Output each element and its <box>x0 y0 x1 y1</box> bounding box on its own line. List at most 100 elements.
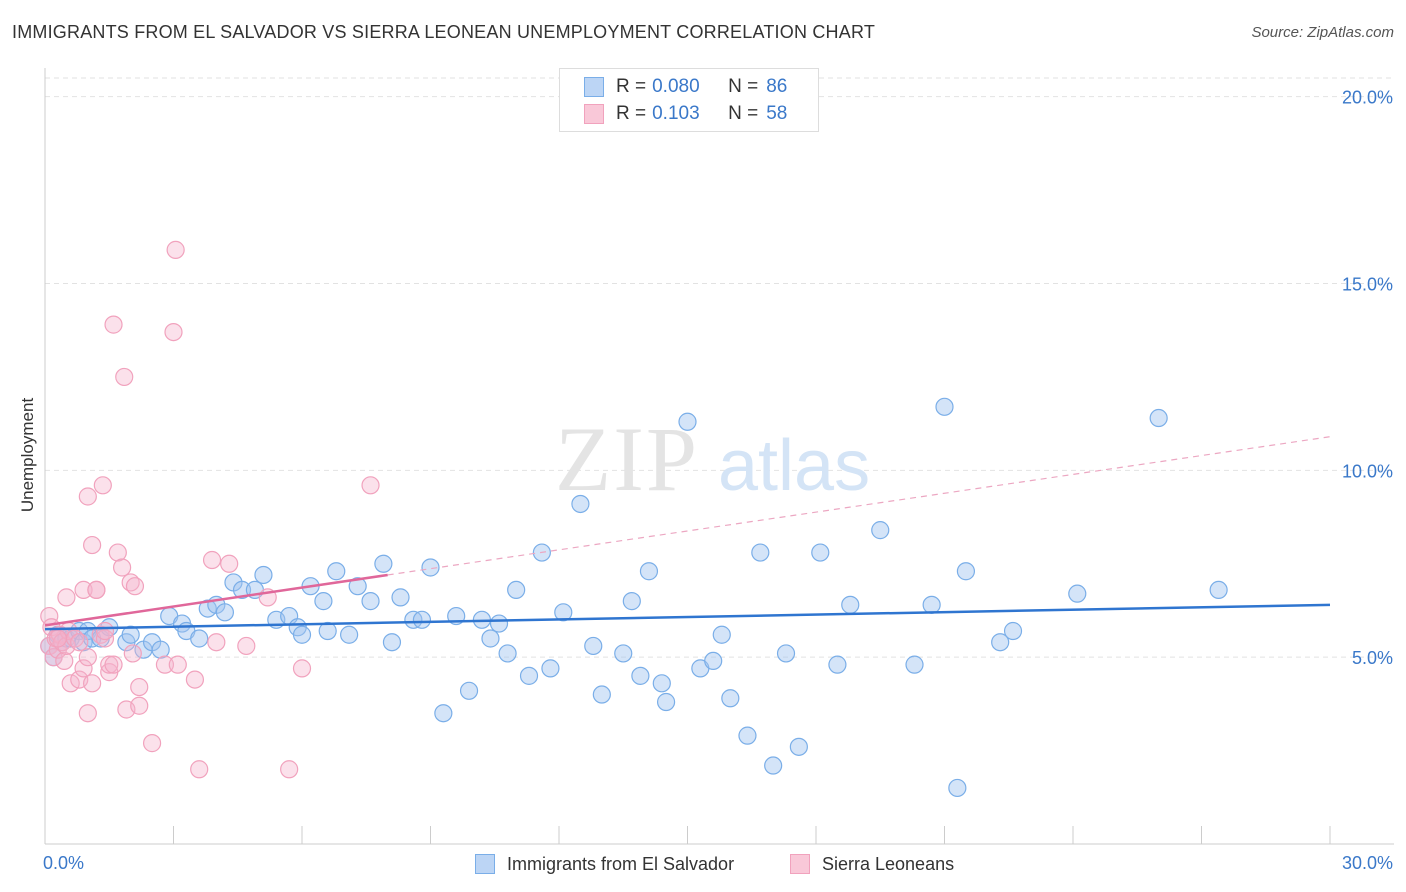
point-el-salvador <box>652 674 671 693</box>
point-el-salvador <box>361 592 380 611</box>
point-el-salvador <box>571 494 590 514</box>
point-el-salvador <box>789 737 808 756</box>
point-el-salvador <box>348 577 367 596</box>
legend-r-value: 0.080 <box>652 76 700 97</box>
point-el-salvador <box>776 644 796 663</box>
watermark: ZIP atlas <box>555 408 870 510</box>
point-sierra-leonean <box>95 621 115 641</box>
point-sierra-leonean <box>164 322 183 342</box>
legend-n-value: 58 <box>766 103 788 124</box>
trend-line-sierra-leonean <box>44 573 388 627</box>
tick-labels: 5.0% 10.0% 15.0% 20.0% 0.0% 30.0% <box>43 88 1393 873</box>
point-sierra-leonean <box>78 648 97 667</box>
point-el-salvador <box>340 625 359 644</box>
bottom-legend-el-salvador: Immigrants from El Salvador <box>475 852 734 876</box>
point-sierra-leonean <box>123 644 142 663</box>
point-sierra-leonean <box>104 655 123 674</box>
point-el-salvador <box>481 629 500 648</box>
point-sierra-leonean <box>202 550 222 570</box>
point-sierra-leonean <box>280 760 299 779</box>
point-el-salvador <box>254 565 273 585</box>
point-sierra-leonean <box>112 558 132 577</box>
point-el-salvador <box>935 397 954 416</box>
point-el-salvador <box>554 603 573 622</box>
point-el-salvador <box>751 543 770 562</box>
point-sierra-leonean <box>185 670 205 689</box>
point-el-salvador <box>507 580 526 600</box>
source-label: Source: ZipAtlas.com <box>1251 24 1394 41</box>
point-sierra-leonean <box>108 543 127 562</box>
point-el-salvador <box>584 636 603 656</box>
point-el-salvador <box>639 562 659 581</box>
point-el-salvador <box>190 629 209 648</box>
point-el-salvador <box>412 610 432 629</box>
point-el-salvador <box>327 562 346 581</box>
point-sierra-leonean <box>125 577 145 596</box>
point-el-salvador <box>541 659 560 678</box>
correlation-legend: R = 0.080 N = 86 R = 0.103 N = 58 <box>559 68 819 132</box>
y-tick-label: 15.0% <box>1342 275 1393 295</box>
bottom-legend-swatch-blue <box>475 854 495 874</box>
y-axis-label: Unemployment <box>18 397 37 513</box>
point-sierra-leonean <box>78 704 97 723</box>
gridlines <box>45 77 1394 658</box>
point-el-salvador <box>391 588 410 607</box>
point-el-salvador <box>738 726 757 745</box>
y-tick-label: 5.0% <box>1352 648 1393 668</box>
point-sierra-leonean <box>361 476 380 495</box>
bottom-legend-label: Sierra Leoneans <box>822 853 955 874</box>
point-el-salvador <box>948 778 967 798</box>
y-tick-label: 10.0% <box>1342 461 1393 481</box>
point-sierra-leonean <box>100 655 119 674</box>
point-sierra-leonean <box>130 696 149 715</box>
point-el-salvador <box>592 685 611 704</box>
point-sierra-leonean <box>93 476 112 495</box>
point-sierra-leonean <box>104 315 123 334</box>
point-sierra-leonean <box>220 554 239 573</box>
point-el-salvador <box>318 621 337 641</box>
x-tick-label-max: 30.0% <box>1342 853 1393 873</box>
point-el-salvador <box>1149 408 1168 428</box>
bottom-legend-sierra-leone: Sierra Leoneans <box>790 852 954 876</box>
point-el-salvador <box>991 633 1010 652</box>
point-el-salvador <box>382 633 402 652</box>
point-sierra-leonean <box>74 659 93 678</box>
point-sierra-leonean <box>83 535 102 555</box>
point-sierra-leonean <box>87 580 106 600</box>
point-el-salvador <box>498 644 517 663</box>
point-el-salvador <box>656 692 676 712</box>
point-sierra-leonean <box>237 636 256 656</box>
axes <box>44 68 1394 845</box>
point-sierra-leonean <box>292 659 312 678</box>
point-el-salvador <box>631 666 650 685</box>
point-sierra-leonean <box>70 633 89 652</box>
point-el-salvador <box>1068 584 1087 603</box>
point-el-salvador <box>232 580 252 600</box>
point-sierra-leonean <box>115 367 134 387</box>
point-sierra-leonean <box>48 629 67 648</box>
point-el-salvador <box>905 655 924 674</box>
point-el-salvador <box>434 704 453 723</box>
point-el-salvador <box>811 543 830 562</box>
point-sierra-leonean <box>155 655 175 674</box>
chart-title: IMMIGRANTS FROM EL SALVADOR VS SIERRA LE… <box>12 22 876 42</box>
x-tick-label-min: 0.0% <box>43 853 84 873</box>
legend-r-label: R = <box>616 76 647 97</box>
point-sierra-leonean <box>166 240 185 259</box>
point-el-salvador <box>421 558 440 577</box>
point-el-salvador <box>828 655 847 674</box>
watermark-zip: ZIP <box>555 408 699 510</box>
point-sierra-leonean <box>207 633 226 652</box>
point-el-salvador <box>956 562 976 581</box>
legend-swatch-pink <box>584 104 604 124</box>
point-el-salvador <box>678 412 697 431</box>
point-el-salvador <box>704 651 723 671</box>
trend-line-el-salvador <box>44 603 1331 631</box>
point-sierra-leonean <box>55 651 74 671</box>
point-el-salvador <box>622 592 641 611</box>
trend-lines <box>44 436 1331 631</box>
watermark-atlas: atlas <box>718 426 870 506</box>
point-el-salvador <box>459 681 479 700</box>
point-el-salvador <box>489 614 509 633</box>
